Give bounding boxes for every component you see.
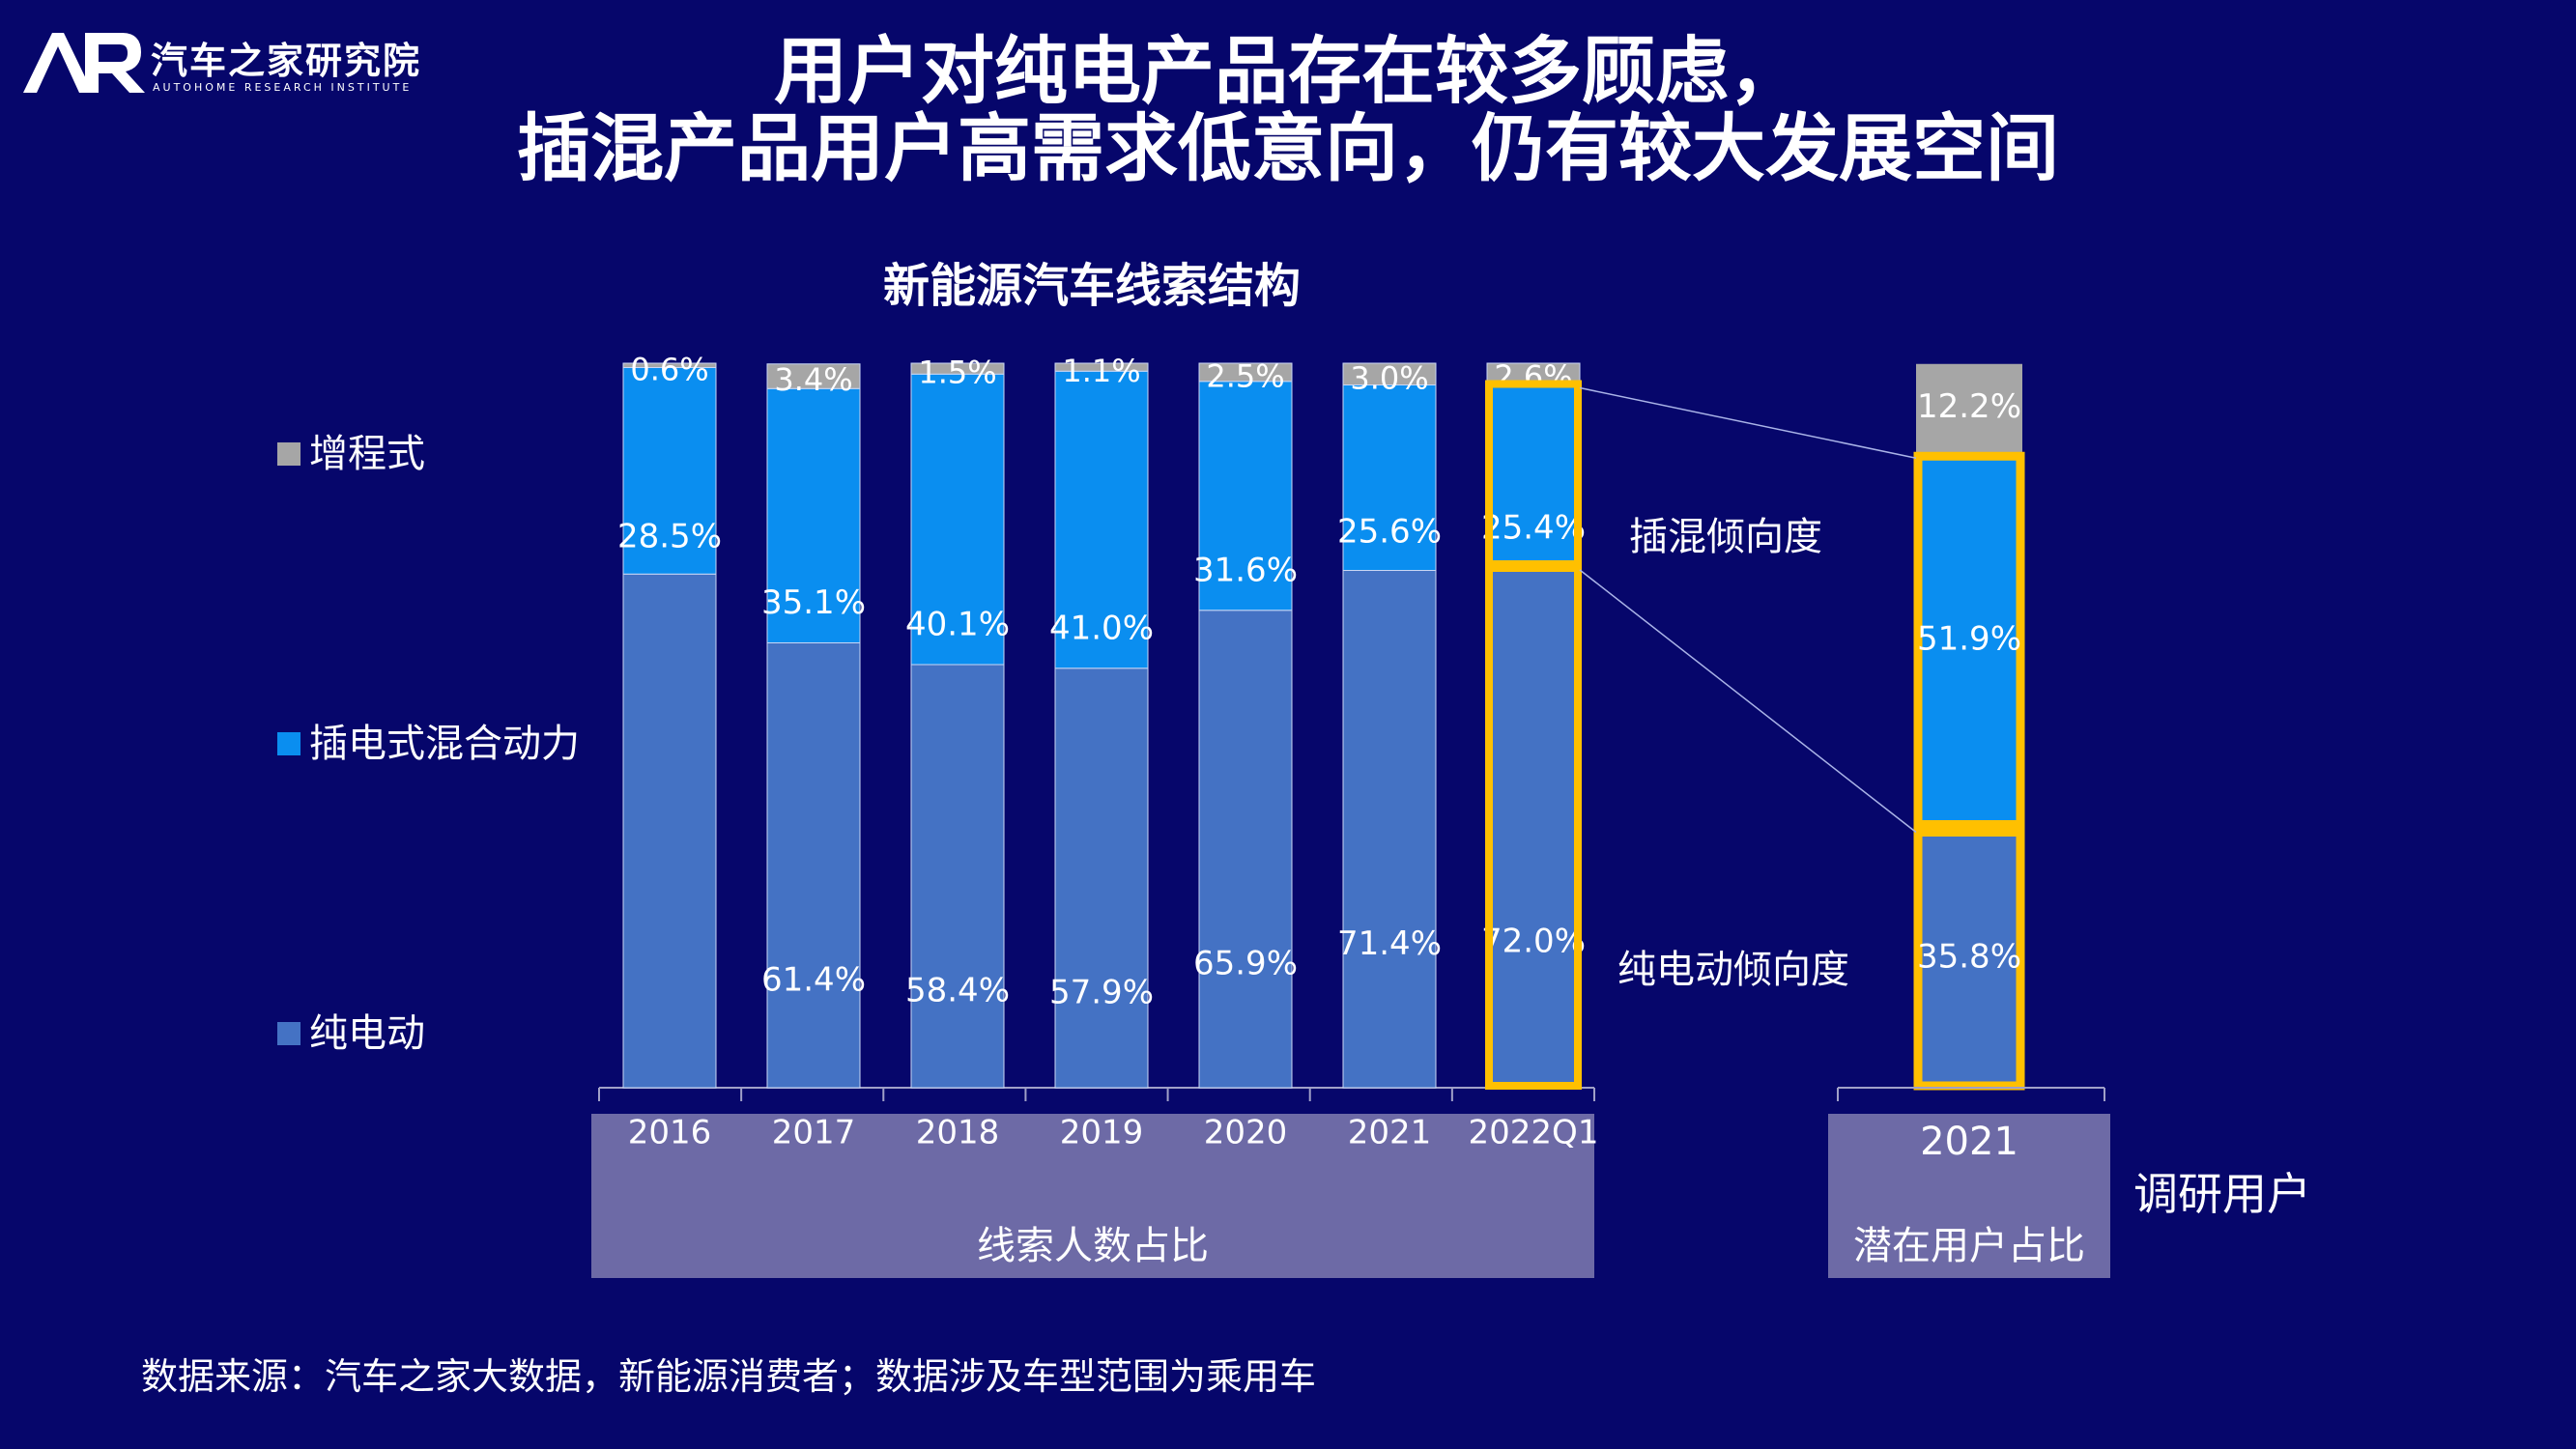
survey-axis-panel bbox=[1828, 1114, 2110, 1278]
page-title-line-1: 用户对纯电产品存在较多顾虑， bbox=[774, 28, 1802, 114]
logo-subtitle: AUTOHOME RESEARCH INSTITUTE bbox=[153, 81, 413, 94]
bar-phev-2018 bbox=[910, 373, 1005, 666]
survey-side-label: 调研用户 bbox=[2133, 1168, 2311, 1220]
trend-group-label: 线索人数占比 bbox=[977, 1224, 1209, 1268]
annotation-phev-tendency: 插混倾向度 bbox=[1629, 515, 1822, 559]
x-tick-label-2020: 2020 bbox=[1204, 1114, 1288, 1152]
data-label-erev-2019: 1.1% bbox=[1062, 353, 1140, 389]
trend-axis-panel bbox=[591, 1114, 1594, 1278]
connector-line-phev bbox=[1579, 386, 1917, 459]
annotation-ev-tendency: 纯电动倾向度 bbox=[1617, 948, 1849, 992]
bar-erev-2019 bbox=[1054, 362, 1149, 372]
survey-bar-phev bbox=[1916, 452, 2022, 829]
bar-erev-2018 bbox=[910, 362, 1005, 375]
data-label-erev-2022Q1: 2.6% bbox=[1494, 358, 1572, 395]
survey-data-label-erev: 12.2% bbox=[1917, 387, 2021, 426]
bar-phev-2022Q1 bbox=[1486, 382, 1581, 567]
legend-label-phev: 插电式混合动力 bbox=[309, 722, 580, 766]
x-tick-label-2017: 2017 bbox=[772, 1114, 856, 1152]
page-title-line-2: 插混产品用户高需求低意向，仍有较大发展空间 bbox=[517, 105, 2059, 191]
bar-phev-2021 bbox=[1342, 384, 1437, 571]
survey-bar-erev bbox=[1916, 363, 2022, 453]
x-tick-label-2022Q1: 2022Q1 bbox=[1469, 1114, 1599, 1152]
data-label-erev-2020: 2.5% bbox=[1206, 357, 1284, 394]
data-label-erev-2017: 3.4% bbox=[774, 361, 852, 398]
bar-phev-2016 bbox=[622, 367, 717, 575]
bar-ev-2016 bbox=[622, 573, 717, 1089]
bar-erev-2020 bbox=[1198, 362, 1293, 383]
data-label-ev-2021: 71.4% bbox=[1337, 924, 1442, 963]
x-tick-label-2021: 2021 bbox=[1348, 1114, 1432, 1152]
bar-erev-2016 bbox=[622, 362, 717, 368]
bar-ev-2019 bbox=[1054, 668, 1149, 1089]
survey-group-label: 潜在用户占比 bbox=[1853, 1224, 2085, 1268]
survey-bar-ev bbox=[1916, 828, 2022, 1088]
data-label-ev-2018: 58.4% bbox=[905, 972, 1010, 1010]
survey-highlight-ev bbox=[1913, 828, 2025, 1091]
data-label-phev-2019: 41.0% bbox=[1049, 609, 1154, 647]
survey-data-label-ev: 35.8% bbox=[1917, 937, 2021, 976]
connector-line-ev bbox=[1579, 569, 1917, 834]
survey-highlight-phev bbox=[1913, 451, 2025, 829]
logo-name: 汽车之家研究院 bbox=[151, 40, 422, 82]
bar-phev-2020 bbox=[1198, 381, 1293, 611]
bar-ev-2020 bbox=[1198, 610, 1293, 1089]
bar-phev-2019 bbox=[1054, 370, 1149, 669]
data-label-ev-2019: 57.9% bbox=[1049, 973, 1154, 1011]
data-label-erev-2018: 1.5% bbox=[918, 355, 996, 391]
bar-ev-2022Q1 bbox=[1486, 565, 1581, 1089]
x-tick-label-2016: 2016 bbox=[628, 1114, 712, 1152]
legend-swatch-erev bbox=[277, 442, 301, 466]
data-label-phev-2016: 28.5% bbox=[617, 518, 722, 556]
data-label-erev-2016: 0.6% bbox=[630, 351, 708, 387]
survey-x-tick-label: 2021 bbox=[1920, 1120, 2018, 1164]
legend-label-erev: 增程式 bbox=[309, 432, 425, 476]
x-tick-label-2019: 2019 bbox=[1060, 1114, 1144, 1152]
data-label-phev-2022Q1: 25.4% bbox=[1481, 509, 1586, 548]
bar-erev-2017 bbox=[766, 363, 861, 389]
data-label-ev-2020: 65.9% bbox=[1193, 944, 1298, 982]
bar-erev-2021 bbox=[1342, 362, 1437, 385]
x-tick-label-2018: 2018 bbox=[916, 1114, 1000, 1152]
data-label-ev-2022Q1: 72.0% bbox=[1481, 923, 1586, 961]
logo-mark-icon bbox=[23, 33, 145, 93]
legend-label-ev: 纯电动 bbox=[309, 1011, 425, 1056]
data-label-phev-2018: 40.1% bbox=[905, 606, 1010, 644]
highlight-ev-2022Q1 bbox=[1485, 564, 1582, 1090]
bar-ev-2021 bbox=[1342, 570, 1437, 1089]
data-label-ev-2017: 61.4% bbox=[761, 960, 866, 999]
data-label-phev-2020: 31.6% bbox=[1193, 551, 1298, 589]
footnote: 数据来源：汽车之家大数据，新能源消费者；数据涉及车型范围为乘用车 bbox=[141, 1355, 1317, 1398]
bar-phev-2017 bbox=[766, 387, 861, 643]
bar-ev-2017 bbox=[766, 642, 861, 1089]
chart-title: 新能源汽车线索结构 bbox=[882, 259, 1301, 313]
survey-data-label-phev: 51.9% bbox=[1917, 619, 2021, 658]
logo: 汽车之家研究院 AUTOHOME RESEARCH INSTITUTE bbox=[21, 25, 427, 102]
bar-ev-2018 bbox=[910, 664, 1005, 1089]
data-label-erev-2021: 3.0% bbox=[1350, 359, 1428, 396]
legend-swatch-ev bbox=[277, 1022, 301, 1045]
data-label-phev-2017: 35.1% bbox=[761, 583, 866, 622]
legend-swatch-phev bbox=[277, 732, 301, 755]
data-label-phev-2021: 25.6% bbox=[1337, 513, 1442, 552]
